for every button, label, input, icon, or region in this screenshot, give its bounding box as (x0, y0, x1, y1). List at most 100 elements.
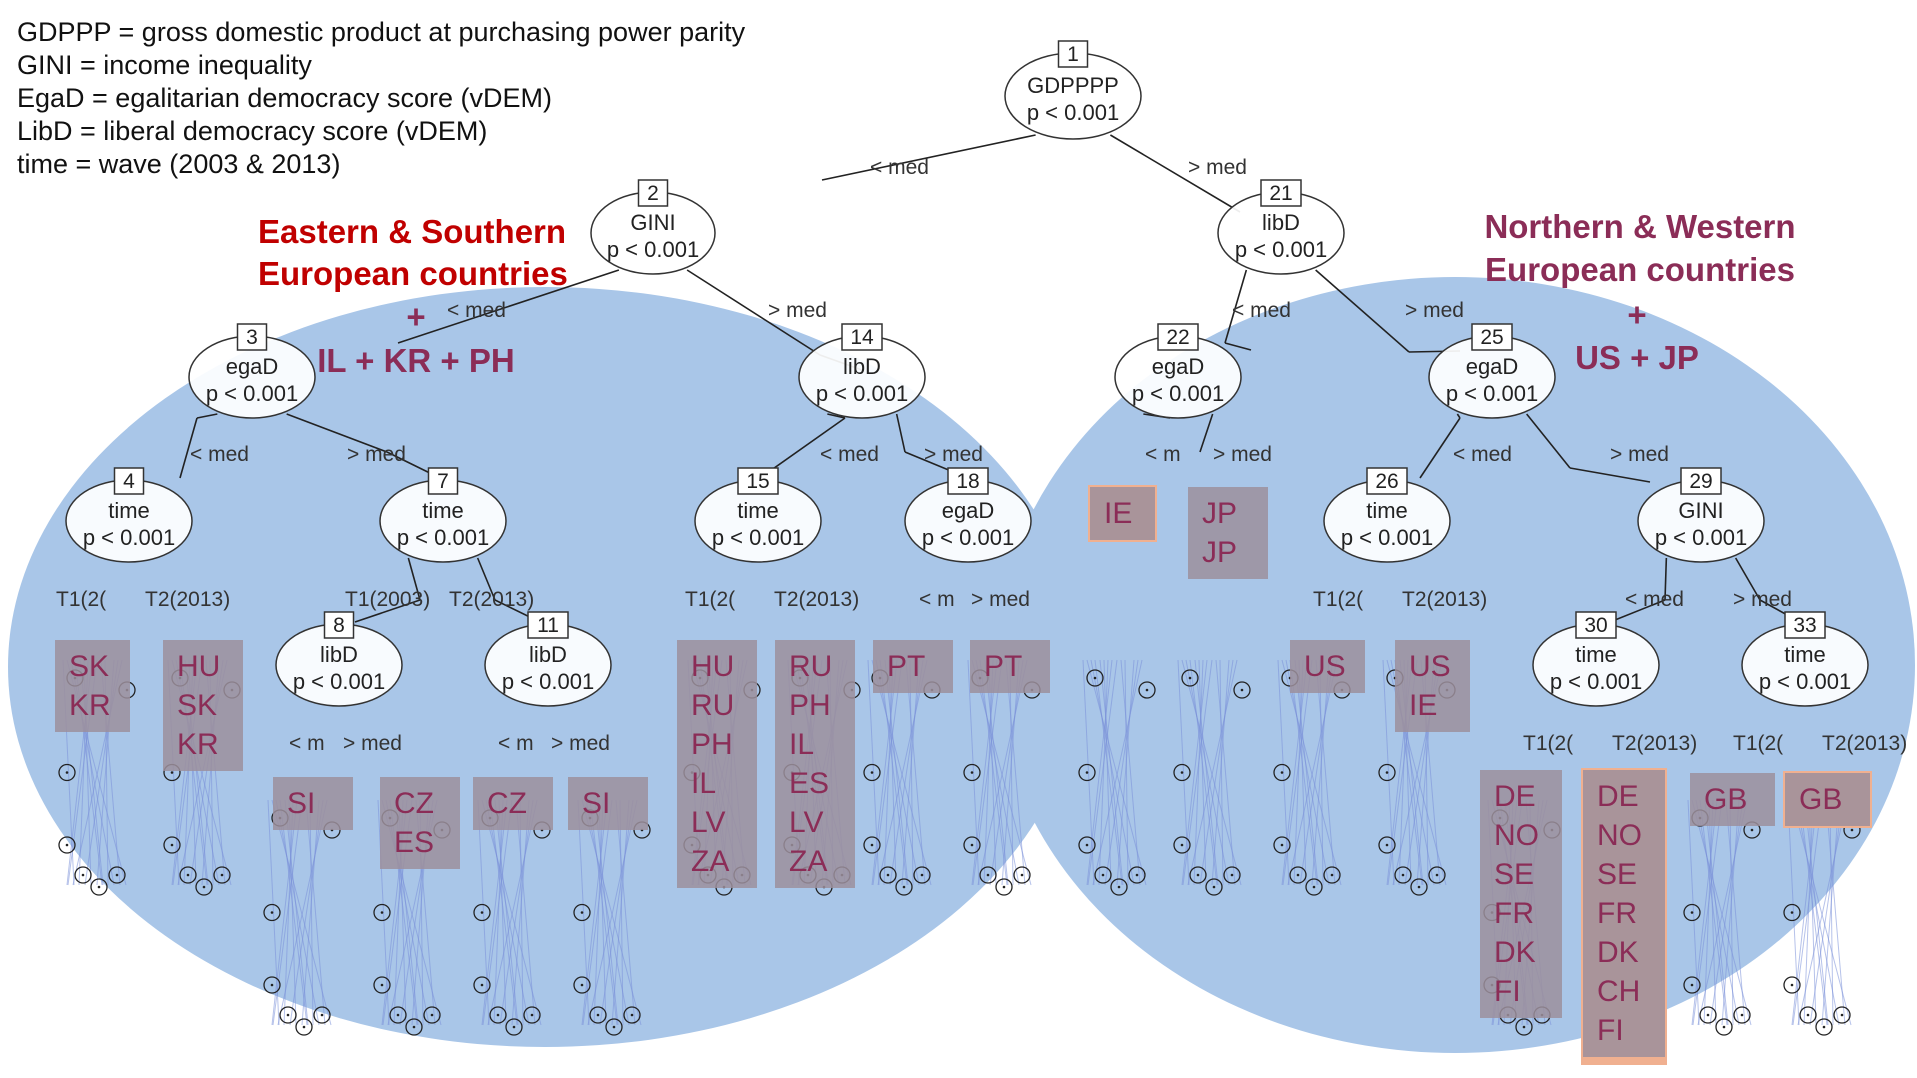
leaf-trajectory (888, 659, 897, 886)
node-p-value: p < 0.001 (502, 669, 594, 694)
country-box-bg (1395, 640, 1470, 732)
edge-label: < med (870, 156, 929, 179)
country-code: IE (1409, 689, 1437, 722)
leaf-point-dot (430, 1013, 434, 1017)
leaf-point-dot (902, 885, 906, 889)
leaf-point (1815, 1018, 1833, 1036)
country-box-bg (775, 640, 855, 888)
country-code: SE (1494, 858, 1534, 891)
leaf-country-box: PT (970, 640, 1050, 693)
leaf-trajectory (581, 799, 642, 1026)
leaf-point-dot (380, 983, 384, 987)
leaf-trajectory (1797, 799, 1848, 1026)
node-id-box (1366, 467, 1408, 495)
edge-label: < med (447, 299, 506, 322)
country-code: HU (177, 650, 220, 683)
leaf-trajectory (879, 659, 908, 886)
leaf-country-box: HU SK KR (163, 640, 243, 771)
edge-label: < med (1232, 299, 1291, 322)
leaf-point (1138, 681, 1156, 699)
leaf-point (405, 1018, 423, 1036)
edge-label: < med (1625, 588, 1684, 611)
edge-label: T1(2( (56, 588, 106, 611)
country-box-bg (473, 777, 553, 830)
node-id: 2 (647, 182, 659, 205)
leaf-trajectory (1697, 799, 1748, 1026)
leaf-trajectory (1792, 799, 1823, 1026)
leaf-point-dot (1085, 771, 1089, 774)
node-id: 25 (1480, 326, 1503, 349)
leaf-point-dot (97, 885, 101, 889)
node-p-value: p < 0.001 (1235, 237, 1327, 262)
node-p-value: p < 0.001 (1655, 525, 1747, 550)
node-id: 21 (1269, 182, 1292, 205)
leaf-trajectory (1090, 659, 1135, 886)
leaf-point (1783, 976, 1801, 994)
country-box-bg (1188, 487, 1268, 579)
leaf-trajectory (884, 659, 909, 886)
east-plus: + (406, 298, 425, 335)
country-code: FR (1494, 897, 1534, 930)
country-code: ES (394, 826, 434, 859)
leaf-trajectory (1281, 659, 1308, 886)
node-id: 30 (1584, 614, 1607, 637)
leaf-trajectory (1086, 659, 1147, 886)
node-variable: GDPPPP (1027, 73, 1119, 98)
leaf-trajectory (967, 659, 980, 886)
country-code: ES (789, 767, 829, 800)
leaf-point-dot (186, 873, 190, 877)
leaf-trajectory (1692, 799, 1723, 1026)
node-id: 7 (437, 470, 449, 493)
leaf-point-dot (530, 1013, 534, 1017)
edge-label: T2(2013) (1822, 732, 1907, 755)
node-id: 33 (1793, 614, 1816, 637)
edge-label: > med (1733, 588, 1792, 611)
leaf-trajectory (288, 799, 297, 1026)
country-code: NO (1597, 819, 1642, 852)
leaf-trajectory (1799, 799, 1828, 1026)
leaf-point-dot (1188, 676, 1192, 680)
leaf-point (1305, 878, 1323, 896)
leaf-trajectory (1809, 799, 1844, 1026)
leaf-trajectory (1709, 799, 1744, 1026)
country-code: HU (691, 650, 734, 683)
node-id-box (737, 467, 779, 495)
leaf-point (979, 866, 997, 884)
leaf-point-dot (1790, 911, 1794, 914)
leaf-point (1378, 836, 1396, 854)
leaf-point (895, 878, 913, 896)
country-box-bg (677, 640, 757, 888)
leaf-trajectory (1182, 659, 1213, 886)
country-code: CH (1597, 975, 1640, 1008)
leaf-point (505, 1018, 523, 1036)
leaf-point (1078, 836, 1096, 854)
leaf-trajectory (598, 799, 607, 1026)
leaf-point (263, 976, 281, 994)
leaf-trajectory (309, 799, 314, 1026)
leaf-point-dot (1135, 873, 1139, 877)
tree-edge (1456, 413, 1461, 419)
node-id: 15 (746, 470, 769, 493)
leaf-point (573, 903, 591, 922)
edge-label: > med (768, 299, 827, 322)
country-code: NO (1494, 819, 1539, 852)
east-extra: IL + KR + PH (317, 342, 514, 379)
country-code: US (1409, 650, 1451, 683)
node-variable: egaD (226, 354, 279, 379)
country-code: US (1304, 650, 1346, 683)
leaf-point-dot (1435, 873, 1439, 877)
node-id: 22 (1166, 326, 1189, 349)
leaf-point-dot (1806, 1013, 1810, 1017)
leaf-trajectory (1293, 659, 1304, 886)
leaf-point (313, 1006, 331, 1024)
leaf-point (489, 1006, 507, 1024)
leaf-trajectory (1691, 799, 1718, 1026)
leaf-point-dot (270, 911, 274, 914)
leaf-trajectory (582, 799, 613, 1026)
node-id: 14 (850, 326, 874, 349)
leaf-trajectory (1311, 659, 1330, 886)
node-p-value: p < 0.001 (1027, 100, 1119, 125)
leaf-country-box: DE NO SE FR DK FI (1480, 770, 1562, 1018)
